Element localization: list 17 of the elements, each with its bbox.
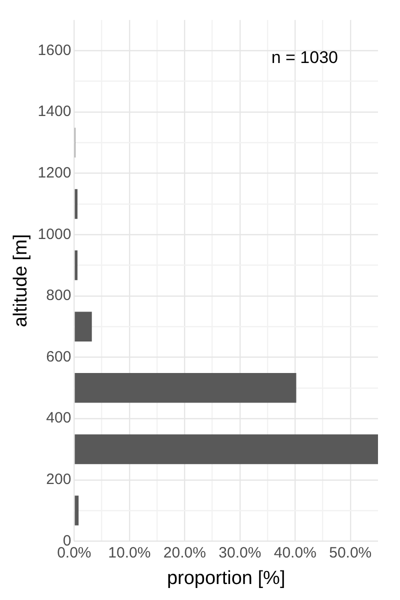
x-tick-label: 50.0% [329,544,372,562]
x-tick-label: 20.0% [163,544,206,562]
x-tick-label: 30.0% [218,544,262,562]
y-tick-label: 400 [46,410,72,427]
y-tick-label: 1600 [38,42,72,59]
y-tick-label: 200 [46,471,72,488]
y-tick-label: 1200 [38,164,72,182]
y-tick-label: 1400 [38,103,72,120]
y-tick-label: 800 [46,287,72,304]
y-axis-title: altitude [m] [10,234,32,328]
y-tick-label: 1000 [38,226,72,243]
x-tick-label: 0.0% [57,544,92,562]
annotation: n = 1030 [271,48,338,68]
x-axis-title: proportion [%] [166,568,286,589]
x-tick-label: 10.0% [108,544,151,562]
x-tick-label: 40.0% [274,544,316,562]
y-tick-label: 600 [46,348,72,366]
